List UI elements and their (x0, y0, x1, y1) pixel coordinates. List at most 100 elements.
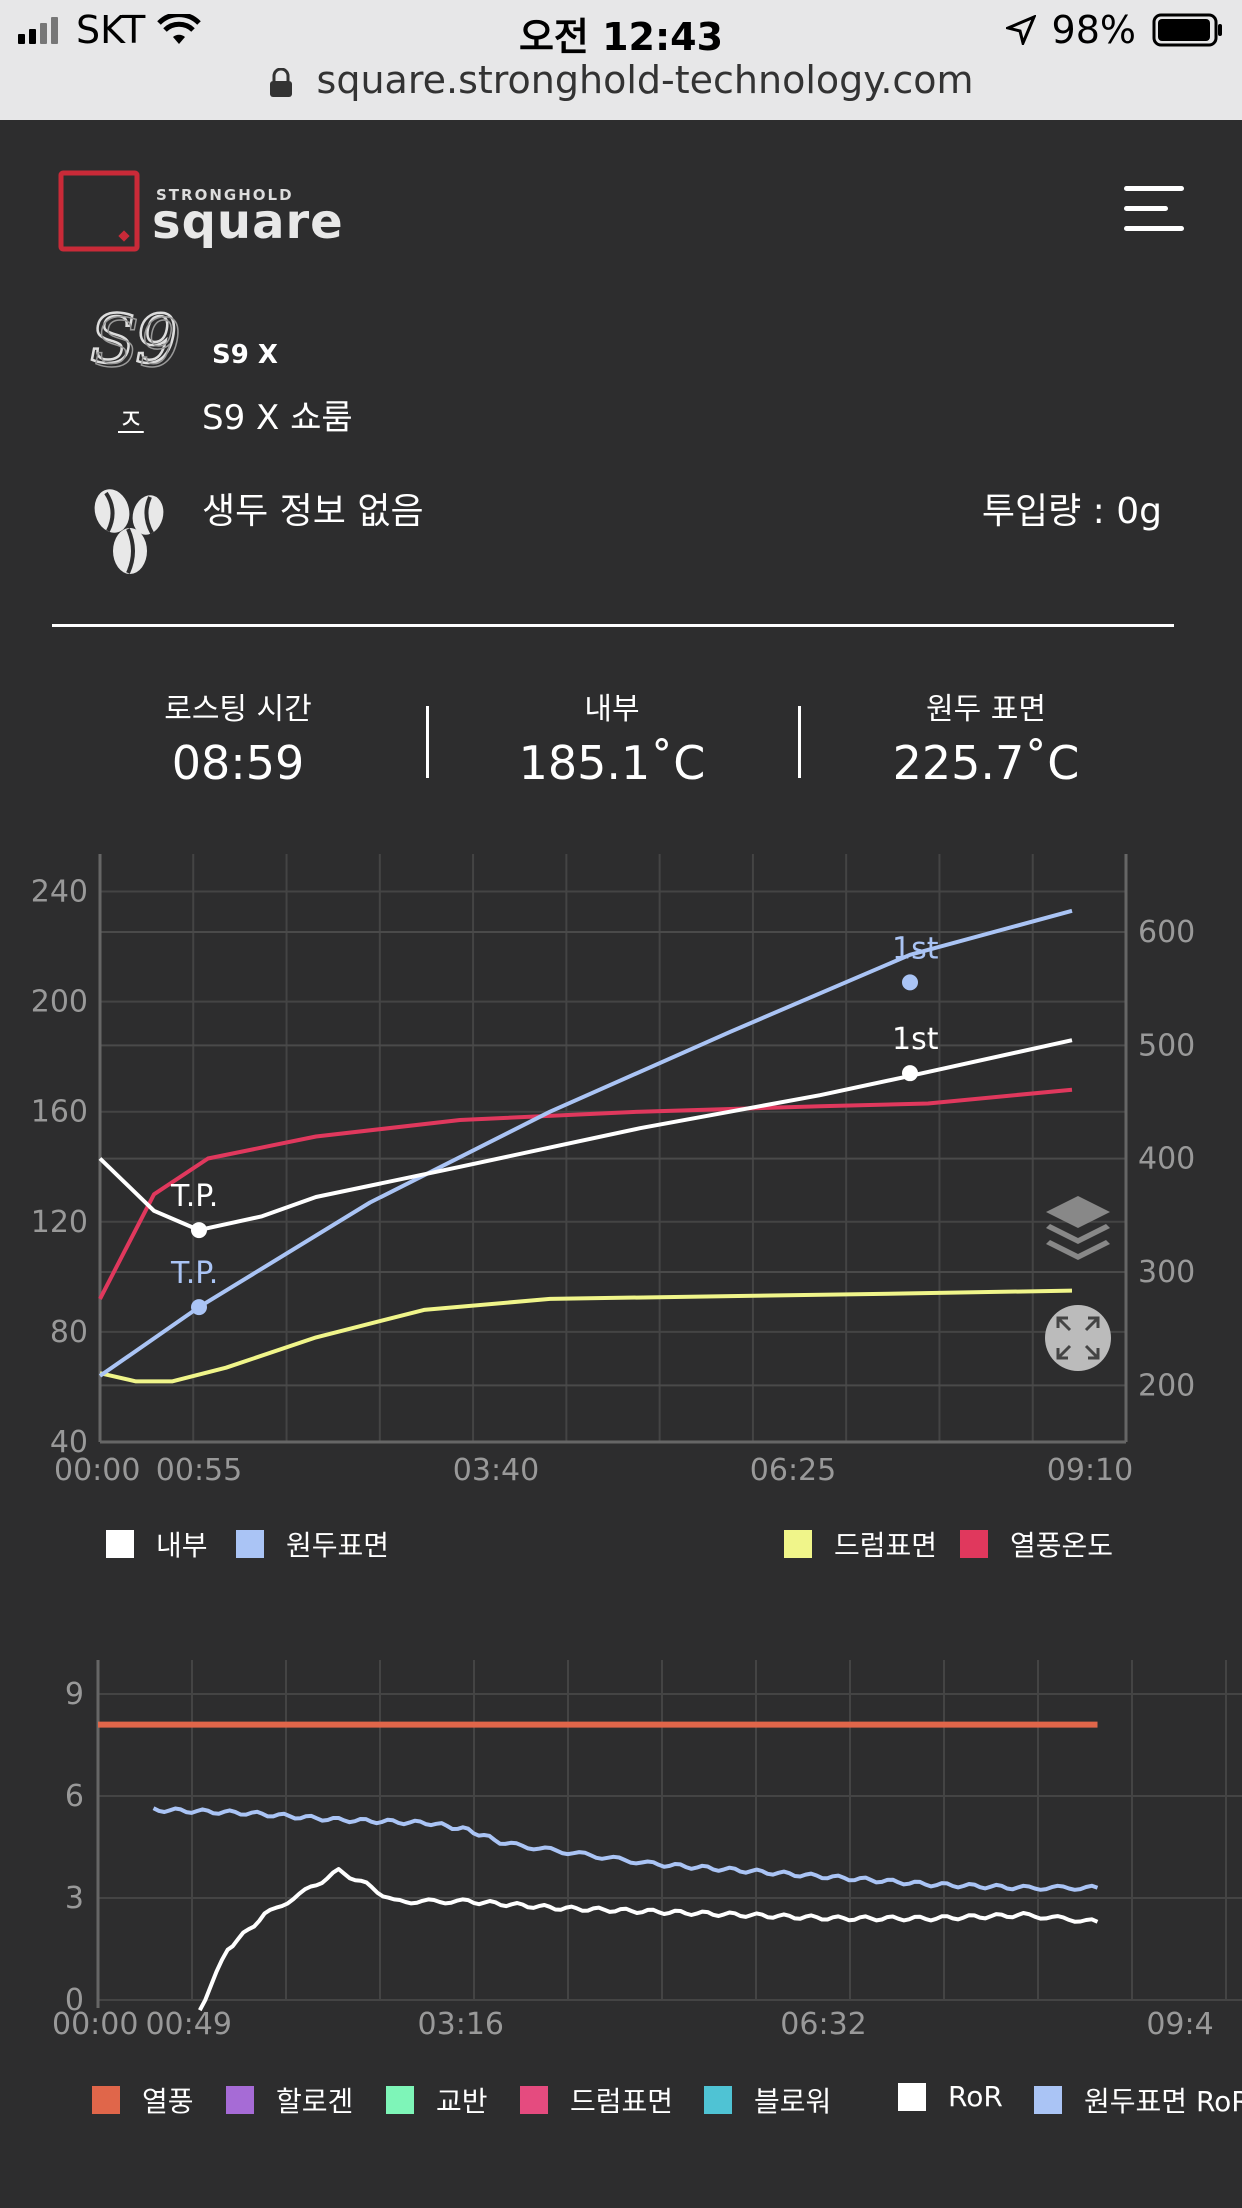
x-tick-label: 09:10 (1047, 1453, 1133, 1488)
x-tick-label: 06:32 (780, 2007, 866, 2042)
status-right: 98% (1005, 8, 1224, 52)
marker-label: 1st (892, 931, 939, 966)
legend-item-internal[interactable]: 내부 (106, 1524, 208, 1564)
stat-separator (426, 706, 429, 778)
y-tick-label: 3 (65, 1881, 84, 1916)
y-tick-label: 9 (65, 1677, 84, 1712)
ror-chart[interactable]: 9 6 3 000:00 00:49 03:16 06:32 09:4 (0, 1640, 1242, 2060)
marker-point (191, 1299, 207, 1316)
legend-swatch (898, 2082, 926, 2111)
legend-item-heat[interactable]: 열풍 (92, 2080, 194, 2120)
legend-item-ror[interactable]: RoR (898, 2080, 1003, 2113)
series-line (98, 1087, 1073, 1300)
divider (52, 624, 1174, 627)
series-line (98, 1038, 1073, 1233)
signal-icon (18, 17, 58, 44)
x-tick-label: 03:40 (453, 1453, 539, 1488)
lock-icon (270, 67, 293, 97)
layers-icon[interactable] (1042, 1192, 1114, 1276)
svg-text:S9: S9 (94, 305, 180, 382)
stat-value: 185.1˚C (518, 736, 706, 790)
legend-item-hot-air[interactable]: 열풍온도 (960, 1524, 1113, 1564)
legend-label: 열풍온도 (1010, 1529, 1114, 1562)
s9-logo-icon: S9 S9 (88, 300, 182, 396)
url-text: square.stronghold-technology.com (316, 58, 974, 102)
legend-label: 블로워 (754, 2085, 832, 2118)
battery-percent: 98% (1051, 8, 1136, 52)
legend-swatch (960, 1530, 988, 1558)
marker-label: 1st (892, 1022, 939, 1057)
legend-swatch (704, 2086, 732, 2114)
x-tick-label: 06:25 (750, 1453, 836, 1488)
device-name: S9 X 쇼룸 (202, 398, 353, 438)
carrier-group: SKT (18, 8, 202, 52)
legend-label: RoR (948, 2080, 1003, 2113)
stat-roast-time: 로스팅 시간 08:59 (98, 684, 378, 790)
legend-item-halogen[interactable]: 할로겐 (226, 2080, 353, 2120)
x-tick-label: 00:00 (54, 1453, 140, 1488)
x-tick-label: 00:49 (145, 2007, 231, 2042)
series-line (152, 1806, 1099, 1892)
stat-value: 08:59 (171, 736, 305, 790)
expand-icon[interactable] (1044, 1304, 1112, 1376)
legend-label: 원두표면 RoR (1084, 2085, 1242, 2118)
legend-swatch (106, 1530, 134, 1558)
series-line (198, 1867, 1099, 2012)
wifi-icon (157, 14, 202, 44)
stat-value: 225.7˚C (892, 736, 1080, 790)
legend-swatch (386, 2086, 414, 2114)
legend-swatch (92, 2086, 120, 2114)
marker-point (191, 1222, 207, 1239)
marker-label: T.P. (170, 1179, 218, 1214)
address-bar[interactable]: square.stronghold-technology.com (0, 58, 1242, 102)
y-tick-label: 160 (31, 1095, 88, 1130)
logo-mark-icon (58, 170, 140, 252)
legend-label: 열풍 (142, 2085, 194, 2118)
x-tick-label: 00:55 (156, 1453, 242, 1488)
marker-point (902, 1065, 918, 1082)
logo-small-text: STRONGHOLD (156, 186, 294, 204)
bean-info: 생두 정보 없음 (202, 491, 424, 532)
legend-item-drum[interactable]: 드럼표면 (520, 2080, 673, 2120)
stat-bean-surface-temp: 원두 표면 225.7˚C (846, 684, 1126, 790)
status-bar: SKT 오전 12:43 98% square.stronghold-techn… (0, 0, 1242, 120)
legend-item-blower[interactable]: 블로워 (704, 2080, 831, 2120)
marker-label: T.P. (170, 1256, 218, 1291)
marker-point (902, 974, 918, 991)
y-tick-label: 240 (31, 875, 88, 910)
y-right-tick-label: 200 (1138, 1368, 1195, 1403)
legend-swatch (226, 2086, 254, 2114)
svg-text:S9: S9 (90, 301, 177, 378)
location-arrow-icon (1005, 15, 1036, 45)
legend-item-bean-surface[interactable]: 원두표면 (236, 1524, 389, 1564)
stat-label: 내부 (584, 692, 640, 727)
charge-amount: 투입량 : 0g (981, 491, 1162, 532)
legend-item-drum-surface[interactable]: 드럼표면 (784, 1524, 937, 1564)
stat-label: 원두 표면 (926, 692, 1046, 727)
y-right-tick-label: 500 (1138, 1028, 1195, 1063)
y-right-tick-label: 400 (1138, 1142, 1195, 1177)
series-line (98, 908, 1073, 1378)
logo[interactable] (58, 170, 140, 256)
temperature-chart[interactable]: 240 200 160 120 80 40 600 500 400 300 200 00:00 00:5… (0, 840, 1242, 1500)
y-right-tick-label: 300 (1138, 1255, 1195, 1290)
series-line (99, 1288, 1073, 1384)
battery-icon (1152, 13, 1222, 47)
hamburger-menu-icon[interactable] (1124, 184, 1184, 232)
legend-item-agitator[interactable]: 교반 (386, 2080, 488, 2120)
legend-label: 교반 (436, 2085, 488, 2118)
x-tick-label: 00:00 (52, 2007, 138, 2042)
legend-item-bean-surface-ror[interactable]: 원두표면 RoR (1034, 2080, 1242, 2120)
y-tick-label: 6 (65, 1779, 84, 1814)
logo-text: square (152, 194, 344, 250)
legend-swatch (520, 2086, 548, 2114)
legend-label: 원두표면 (286, 1529, 390, 1562)
stat-label: 로스팅 시간 (164, 692, 312, 727)
legend-label: 드럼표면 (834, 1529, 938, 1562)
legend-swatch (1034, 2086, 1062, 2114)
device-sub-label: ㅈ (118, 403, 144, 436)
site-header: STRONGHOLD square (0, 120, 1242, 300)
x-tick-label: 09:4 (1146, 2007, 1213, 2042)
y-right-tick-label: 600 (1138, 915, 1195, 950)
y-tick-label: 80 (50, 1315, 88, 1350)
